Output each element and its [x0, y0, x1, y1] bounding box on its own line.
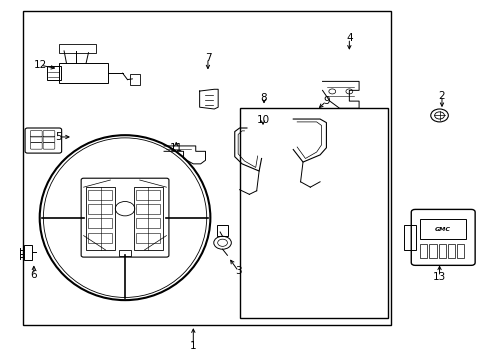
Bar: [88, 204, 112, 214]
Text: 6: 6: [30, 270, 37, 280]
Text: 2: 2: [438, 91, 445, 101]
Bar: [134, 187, 163, 250]
Bar: [428, 244, 436, 258]
Text: 9: 9: [323, 96, 329, 106]
Text: 8: 8: [260, 93, 267, 103]
Bar: [22, 12, 390, 325]
Text: 1: 1: [190, 341, 196, 351]
Bar: [23, 245, 32, 260]
Bar: [447, 244, 454, 258]
Bar: [136, 190, 159, 200]
Bar: [119, 250, 131, 256]
Bar: [130, 74, 140, 85]
Text: GMC: GMC: [434, 227, 450, 232]
Bar: [59, 44, 96, 53]
Text: 13: 13: [432, 272, 445, 282]
Bar: [419, 244, 427, 258]
Bar: [88, 233, 112, 243]
Bar: [47, 66, 61, 80]
Bar: [239, 108, 387, 318]
Bar: [136, 204, 159, 214]
Bar: [438, 244, 445, 258]
Text: 3: 3: [235, 266, 242, 276]
Text: 11: 11: [169, 143, 183, 153]
Bar: [404, 225, 415, 250]
Text: 5: 5: [55, 132, 61, 142]
Bar: [136, 233, 159, 243]
Text: 10: 10: [256, 115, 269, 125]
Text: 12: 12: [34, 60, 47, 70]
Text: 7: 7: [204, 53, 211, 63]
Bar: [88, 219, 112, 228]
Bar: [86, 187, 115, 250]
Bar: [136, 219, 159, 228]
Bar: [419, 220, 466, 239]
Bar: [456, 244, 464, 258]
Bar: [59, 63, 108, 83]
Text: 4: 4: [346, 33, 352, 43]
Bar: [216, 225, 228, 235]
Bar: [88, 190, 112, 200]
